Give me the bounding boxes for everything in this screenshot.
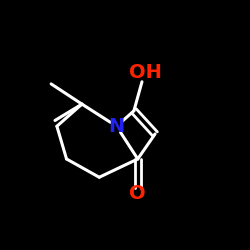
Text: O: O bbox=[130, 184, 146, 203]
Text: N: N bbox=[108, 117, 125, 136]
Text: OH: OH bbox=[129, 63, 162, 82]
